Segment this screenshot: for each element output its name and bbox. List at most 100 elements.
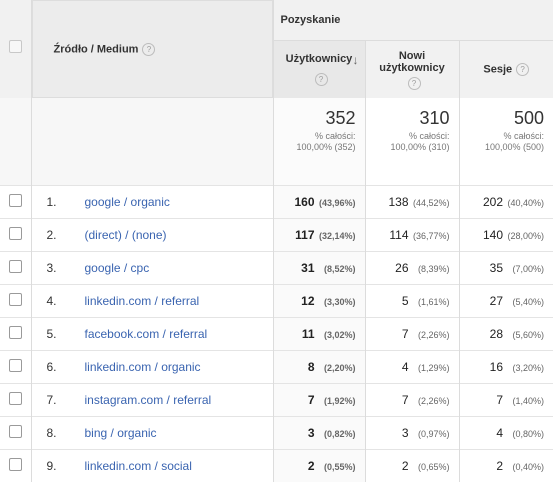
sort-desc-icon[interactable]: ↓ bbox=[353, 53, 359, 67]
row-index: 9. bbox=[32, 459, 85, 473]
source-medium-link[interactable]: linkedin.com / organic bbox=[85, 360, 201, 374]
users-value: 2 bbox=[308, 459, 315, 473]
column-header-users[interactable]: Użytkownicy↓ ? bbox=[273, 41, 365, 99]
new-users-value: 2 bbox=[402, 459, 409, 473]
row-index: 8. bbox=[32, 426, 85, 440]
source-medium-link[interactable]: bing / organic bbox=[85, 426, 157, 440]
total-new-users-detail: 100,00% (310) bbox=[366, 142, 450, 153]
column-header-sessions-label: Sesje bbox=[483, 63, 512, 75]
users-value: 11 bbox=[302, 327, 315, 341]
new-users-percent: (36,77%) bbox=[412, 231, 450, 241]
source-medium-link[interactable]: instagram.com / referral bbox=[85, 393, 212, 407]
row-checkbox[interactable] bbox=[9, 194, 22, 207]
users-value: 7 bbox=[308, 393, 315, 407]
users-value: 117 bbox=[295, 228, 314, 242]
row-index: 5. bbox=[32, 327, 85, 341]
new-users-percent: (0,97%) bbox=[412, 429, 450, 439]
total-users-detail: 100,00% (352) bbox=[274, 142, 356, 153]
sessions-value: 35 bbox=[490, 261, 503, 275]
new-users-percent: (1,61%) bbox=[412, 297, 450, 307]
new-users-value: 114 bbox=[389, 228, 408, 242]
sessions-value: 202 bbox=[483, 195, 503, 209]
table-body: 1.google / organic 160(43,96%) 138(44,52… bbox=[0, 186, 553, 482]
users-value: 8 bbox=[308, 360, 315, 374]
sessions-percent: (28,00%) bbox=[506, 231, 544, 241]
new-users-value: 5 bbox=[402, 294, 409, 308]
total-users-label: % całości: bbox=[274, 131, 356, 142]
users-percent: (0,55%) bbox=[318, 462, 356, 472]
total-sessions: 500 % całości: 100,00% (500) bbox=[459, 98, 553, 186]
help-icon[interactable]: ? bbox=[142, 43, 155, 56]
row-index: 4. bbox=[32, 294, 85, 308]
totals-spacer bbox=[0, 98, 31, 186]
help-icon[interactable]: ? bbox=[408, 77, 421, 90]
new-users-percent: (1,29%) bbox=[412, 363, 450, 373]
sessions-value: 16 bbox=[490, 360, 503, 374]
sessions-value: 27 bbox=[490, 294, 503, 308]
sessions-value: 28 bbox=[490, 327, 503, 341]
dimension-header[interactable]: Źródło / Medium? bbox=[31, 0, 273, 98]
row-checkbox[interactable] bbox=[9, 260, 22, 273]
sessions-value: 140 bbox=[483, 228, 503, 242]
new-users-percent: (2,26%) bbox=[412, 396, 450, 406]
table-row: 9.linkedin.com / social 2(0,55%) 2(0,65%… bbox=[0, 450, 553, 482]
new-users-value: 4 bbox=[402, 360, 409, 374]
table-row: 4.linkedin.com / referral 12 (3,30%) 5(1,… bbox=[0, 285, 553, 318]
column-header-users-label: Użytkownicy bbox=[286, 53, 353, 65]
row-index: 7. bbox=[32, 393, 85, 407]
column-header-new-users[interactable]: Nowi użytkownicy ? bbox=[365, 41, 459, 99]
source-medium-link[interactable]: google / organic bbox=[85, 195, 170, 209]
total-new-users: 310 % całości: 100,00% (310) bbox=[365, 98, 459, 186]
group-header-acquisition: Pozyskanie bbox=[273, 0, 553, 41]
users-percent: (3,30%) bbox=[318, 297, 356, 307]
source-medium-link[interactable]: linkedin.com / referral bbox=[85, 294, 200, 308]
new-users-percent: (0,65%) bbox=[412, 462, 450, 472]
table-row: 3.google / cpc 31(8,52%) 26(8,39%) 35(7,… bbox=[0, 252, 553, 285]
column-header-new-users-line2: użytkownicy bbox=[366, 62, 459, 74]
users-percent: (0,82%) bbox=[318, 429, 356, 439]
new-users-value: 7 bbox=[402, 393, 409, 407]
users-value: 160 bbox=[294, 195, 314, 209]
table-row: 8.bing / organic 3(0,82%) 3(0,97%) 4(0,8… bbox=[0, 417, 553, 450]
source-medium-link[interactable]: linkedin.com / social bbox=[85, 459, 192, 473]
sessions-percent: (5,40%) bbox=[506, 297, 544, 307]
row-checkbox[interactable] bbox=[9, 227, 22, 240]
table-row: 5.facebook.com / referral 11(3,02%) 7(2,… bbox=[0, 318, 553, 351]
users-percent: (1,92%) bbox=[318, 396, 356, 406]
row-checkbox[interactable] bbox=[9, 392, 22, 405]
row-checkbox[interactable] bbox=[9, 293, 22, 306]
row-index: 1. bbox=[32, 195, 85, 209]
source-medium-link[interactable]: google / cpc bbox=[85, 261, 150, 275]
total-new-users-value: 310 bbox=[366, 108, 450, 128]
select-all-cell bbox=[0, 0, 31, 98]
table-row: 6.linkedin.com / organic 8(2,20%) 4(1,29… bbox=[0, 351, 553, 384]
users-percent: (3,02%) bbox=[318, 330, 356, 340]
row-checkbox[interactable] bbox=[9, 326, 22, 339]
sessions-percent: (40,40%) bbox=[506, 198, 544, 208]
totals-label-cell bbox=[31, 98, 273, 186]
new-users-percent: (8,39%) bbox=[412, 264, 450, 274]
sessions-value: 7 bbox=[496, 393, 503, 407]
total-new-users-label: % całości: bbox=[366, 131, 450, 142]
dimension-header-label: Źródło / Medium bbox=[54, 43, 139, 55]
total-sessions-label: % całości: bbox=[460, 131, 545, 142]
users-value: 12 bbox=[301, 294, 314, 308]
source-medium-link[interactable]: (direct) / (none) bbox=[85, 228, 167, 242]
row-checkbox[interactable] bbox=[9, 458, 22, 471]
help-icon[interactable]: ? bbox=[315, 73, 328, 86]
table-row: 7.instagram.com / referral 7(1,92%) 7(2,… bbox=[0, 384, 553, 417]
new-users-value: 138 bbox=[388, 195, 408, 209]
row-checkbox[interactable] bbox=[9, 425, 22, 438]
help-icon[interactable]: ? bbox=[516, 63, 529, 76]
table-row: 2.(direct) / (none) 117(32,14%) 114(36,7… bbox=[0, 219, 553, 252]
sessions-value: 2 bbox=[496, 459, 503, 473]
total-sessions-detail: 100,00% (500) bbox=[460, 142, 545, 153]
new-users-value: 26 bbox=[395, 261, 408, 275]
sessions-percent: (7,00%) bbox=[506, 264, 544, 274]
total-users-value: 352 bbox=[274, 108, 356, 128]
select-all-checkbox[interactable] bbox=[9, 40, 22, 53]
source-medium-link[interactable]: facebook.com / referral bbox=[85, 327, 208, 341]
row-checkbox[interactable] bbox=[9, 359, 22, 372]
column-header-sessions[interactable]: Sesje? bbox=[459, 41, 553, 99]
